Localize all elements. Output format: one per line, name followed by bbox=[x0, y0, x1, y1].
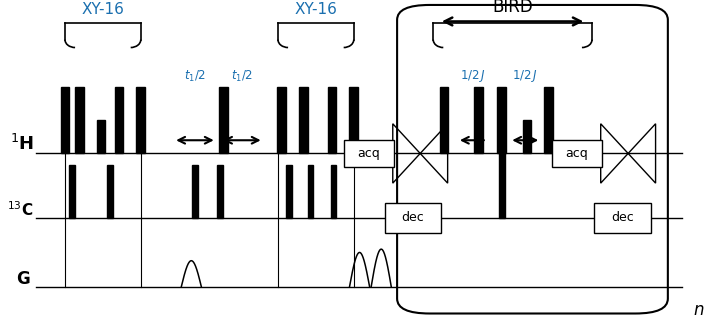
Text: $1/2\,J$: $1/2\,J$ bbox=[513, 68, 538, 84]
Bar bbox=[331, 165, 336, 218]
Bar bbox=[219, 87, 228, 153]
Text: $^1$H: $^1$H bbox=[9, 134, 34, 153]
FancyBboxPatch shape bbox=[552, 140, 602, 167]
Text: XY-16: XY-16 bbox=[295, 2, 337, 16]
Text: acq: acq bbox=[565, 147, 588, 160]
Bar bbox=[217, 165, 223, 218]
Bar bbox=[440, 87, 448, 153]
Text: n: n bbox=[694, 301, 704, 319]
Bar bbox=[69, 165, 75, 218]
Bar bbox=[299, 87, 308, 153]
Text: BIRD: BIRD bbox=[492, 0, 533, 16]
FancyBboxPatch shape bbox=[344, 140, 394, 167]
Text: $^{13}$C: $^{13}$C bbox=[7, 201, 33, 219]
FancyBboxPatch shape bbox=[385, 203, 441, 233]
Text: G: G bbox=[16, 270, 30, 288]
Text: dec: dec bbox=[401, 211, 425, 224]
Text: XY-16: XY-16 bbox=[82, 2, 124, 16]
Bar bbox=[308, 165, 313, 218]
Bar bbox=[192, 165, 198, 218]
Text: acq: acq bbox=[357, 147, 380, 160]
FancyBboxPatch shape bbox=[594, 203, 651, 233]
Bar bbox=[523, 120, 531, 153]
Bar bbox=[61, 87, 69, 153]
Text: $t_1/2$: $t_1/2$ bbox=[184, 69, 206, 84]
Bar bbox=[328, 87, 336, 153]
Bar bbox=[499, 139, 505, 218]
Bar bbox=[136, 87, 145, 153]
Text: $1/2\,J$: $1/2\,J$ bbox=[460, 68, 486, 84]
Bar bbox=[97, 120, 105, 153]
Bar bbox=[349, 87, 358, 153]
Bar bbox=[277, 87, 286, 153]
Bar bbox=[107, 165, 113, 218]
Bar bbox=[544, 87, 553, 153]
Bar bbox=[497, 87, 506, 153]
Bar bbox=[286, 165, 292, 218]
Bar bbox=[474, 87, 483, 153]
Text: dec: dec bbox=[611, 211, 634, 224]
Bar bbox=[115, 87, 123, 153]
Bar bbox=[75, 87, 84, 153]
Text: $t_1/2$: $t_1/2$ bbox=[231, 69, 253, 84]
